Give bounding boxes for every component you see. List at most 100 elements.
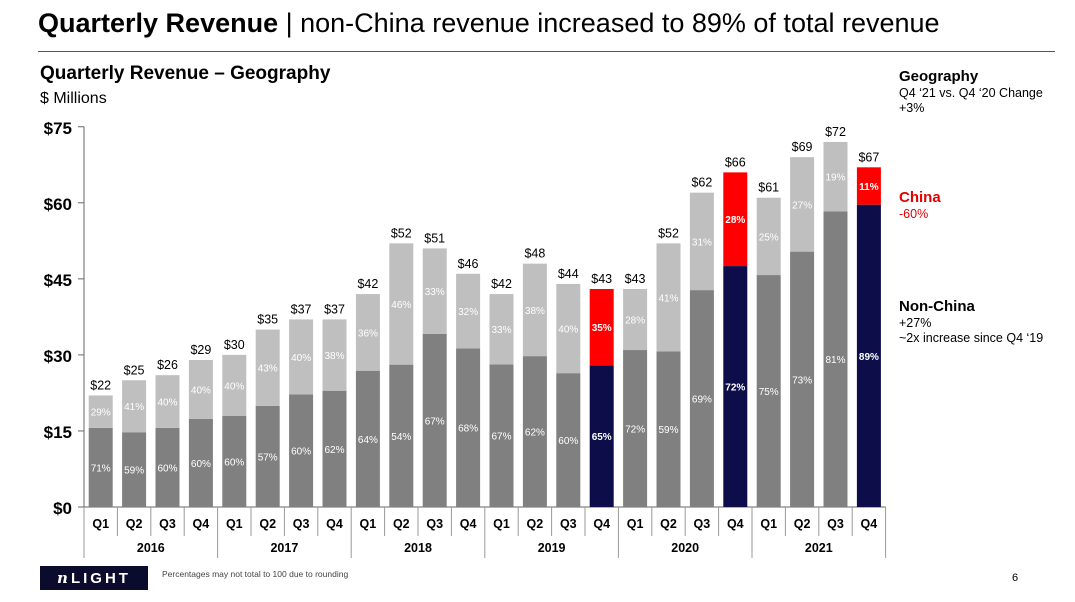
total-label: $42: [357, 277, 378, 291]
china-pct-label: 25%: [759, 232, 779, 243]
bar-non-china: [88, 427, 113, 507]
china-pct-label: 33%: [425, 287, 445, 298]
bar-non-china: [188, 418, 213, 507]
non-china-pct-label: 59%: [124, 466, 144, 477]
bar-non-china: [623, 350, 648, 507]
total-label: $29: [190, 343, 211, 357]
non-china-pct-label: 72%: [725, 383, 745, 394]
y-tick-label: $45: [44, 271, 72, 290]
non-china-pct-label: 60%: [191, 459, 211, 470]
bar-non-china: [823, 211, 848, 507]
year-label: 2016: [137, 541, 165, 555]
bar-non-china: [122, 432, 147, 507]
china-pct-label: 38%: [324, 351, 344, 362]
geography-change-label: Q4 ‘21 vs. Q4 ‘20 Change: [899, 86, 1043, 100]
non-china-pct-label: 68%: [458, 424, 478, 435]
slide-title: Quarterly Revenue | non-China revenue in…: [38, 8, 940, 39]
total-label: $26: [157, 358, 178, 372]
total-label: $43: [625, 272, 646, 286]
geography-change-value: +3%: [899, 101, 925, 115]
china-heading: China: [899, 189, 941, 206]
non-china-heading: Non-China: [899, 298, 975, 315]
non-china-legend: Non-China +27% ~2x increase since Q4 ‘19: [899, 298, 1043, 346]
year-label: 2018: [404, 541, 432, 555]
bar-non-china: [389, 364, 414, 507]
bar-non-china: [723, 266, 748, 507]
non-china-pct-label: 62%: [525, 428, 545, 439]
china-pct-label: 35%: [592, 323, 612, 334]
non-china-pct-label: 60%: [558, 436, 578, 447]
bar-non-china: [155, 427, 180, 507]
bar-china: [122, 380, 147, 433]
bar-non-china: [656, 351, 681, 507]
bar-china: [823, 141, 848, 212]
china-pct-label: 27%: [792, 200, 812, 211]
page-number: 6: [1012, 572, 1019, 584]
china-pct-label: 40%: [558, 325, 578, 336]
total-label: $51: [424, 231, 445, 245]
total-label: $67: [858, 150, 879, 164]
china-legend: China -60%: [899, 189, 941, 222]
non-china-pct-label: 64%: [358, 435, 378, 446]
non-china-pct-label: 67%: [425, 416, 445, 427]
china-pct-label: 40%: [191, 385, 211, 396]
quarter-label: Q4: [593, 517, 610, 531]
total-label: $52: [391, 226, 412, 240]
non-china-pct-label: 75%: [759, 387, 779, 398]
china-pct-label: 40%: [291, 353, 311, 364]
bar-china: [856, 167, 881, 205]
china-pct-label: 38%: [525, 306, 545, 317]
china-pct-label: 46%: [391, 300, 411, 311]
non-china-pct-label: 89%: [859, 352, 879, 363]
total-label: $46: [458, 257, 479, 271]
bar-china: [255, 329, 280, 406]
total-label: $48: [524, 247, 545, 261]
china-pct-label: 32%: [458, 307, 478, 318]
quarter-label: Q1: [92, 517, 109, 531]
bar-non-china: [522, 356, 547, 507]
total-label: $35: [257, 313, 278, 327]
bar-china: [289, 319, 314, 395]
total-label: $30: [224, 338, 245, 352]
quarter-label: Q1: [226, 517, 243, 531]
non-china-pct-label: 71%: [91, 463, 111, 474]
china-pct-label: 19%: [825, 173, 845, 184]
non-china-pct-label: 54%: [391, 432, 411, 443]
quarter-label: Q3: [827, 517, 844, 531]
total-label: $37: [324, 302, 345, 316]
china-pct-label: 28%: [625, 316, 645, 327]
non-china-pct-label: 67%: [491, 432, 511, 443]
quarter-label: Q3: [159, 517, 176, 531]
bar-non-china: [756, 275, 781, 507]
logo-text: LIGHT: [70, 570, 131, 587]
china-pct-label: 33%: [491, 325, 511, 336]
quarter-label: Q3: [426, 517, 443, 531]
quarter-label: Q4: [861, 517, 878, 531]
nlight-logo: nLIGHT: [40, 566, 148, 590]
quarter-label: Q2: [527, 517, 544, 531]
china-pct-label: 29%: [91, 408, 111, 419]
chart-subtitle: $ Millions: [40, 90, 107, 107]
non-china-note: ~2x increase since Q4 ‘19: [899, 331, 1044, 345]
bar-china: [188, 359, 213, 419]
quarter-label: Q2: [259, 517, 276, 531]
year-label: 2020: [671, 541, 699, 555]
china-change-value: -60%: [899, 207, 929, 221]
bar-china: [389, 243, 414, 365]
quarter-label: Q4: [193, 517, 210, 531]
quarter-label: Q3: [560, 517, 577, 531]
total-label: $72: [825, 125, 846, 139]
quarter-label: Q4: [326, 517, 343, 531]
quarter-label: Q2: [660, 517, 677, 531]
bar-non-china: [556, 373, 581, 507]
bar-non-china: [289, 394, 314, 507]
slide-title-rest: | non-China revenue increased to 89% of …: [278, 8, 940, 38]
total-label: $52: [658, 226, 679, 240]
quarter-label: Q2: [794, 517, 811, 531]
year-label: 2019: [538, 541, 566, 555]
bar-china: [155, 375, 180, 428]
total-label: $43: [591, 272, 612, 286]
china-pct-label: 40%: [224, 381, 244, 392]
geography-heading: Geography: [899, 68, 979, 85]
